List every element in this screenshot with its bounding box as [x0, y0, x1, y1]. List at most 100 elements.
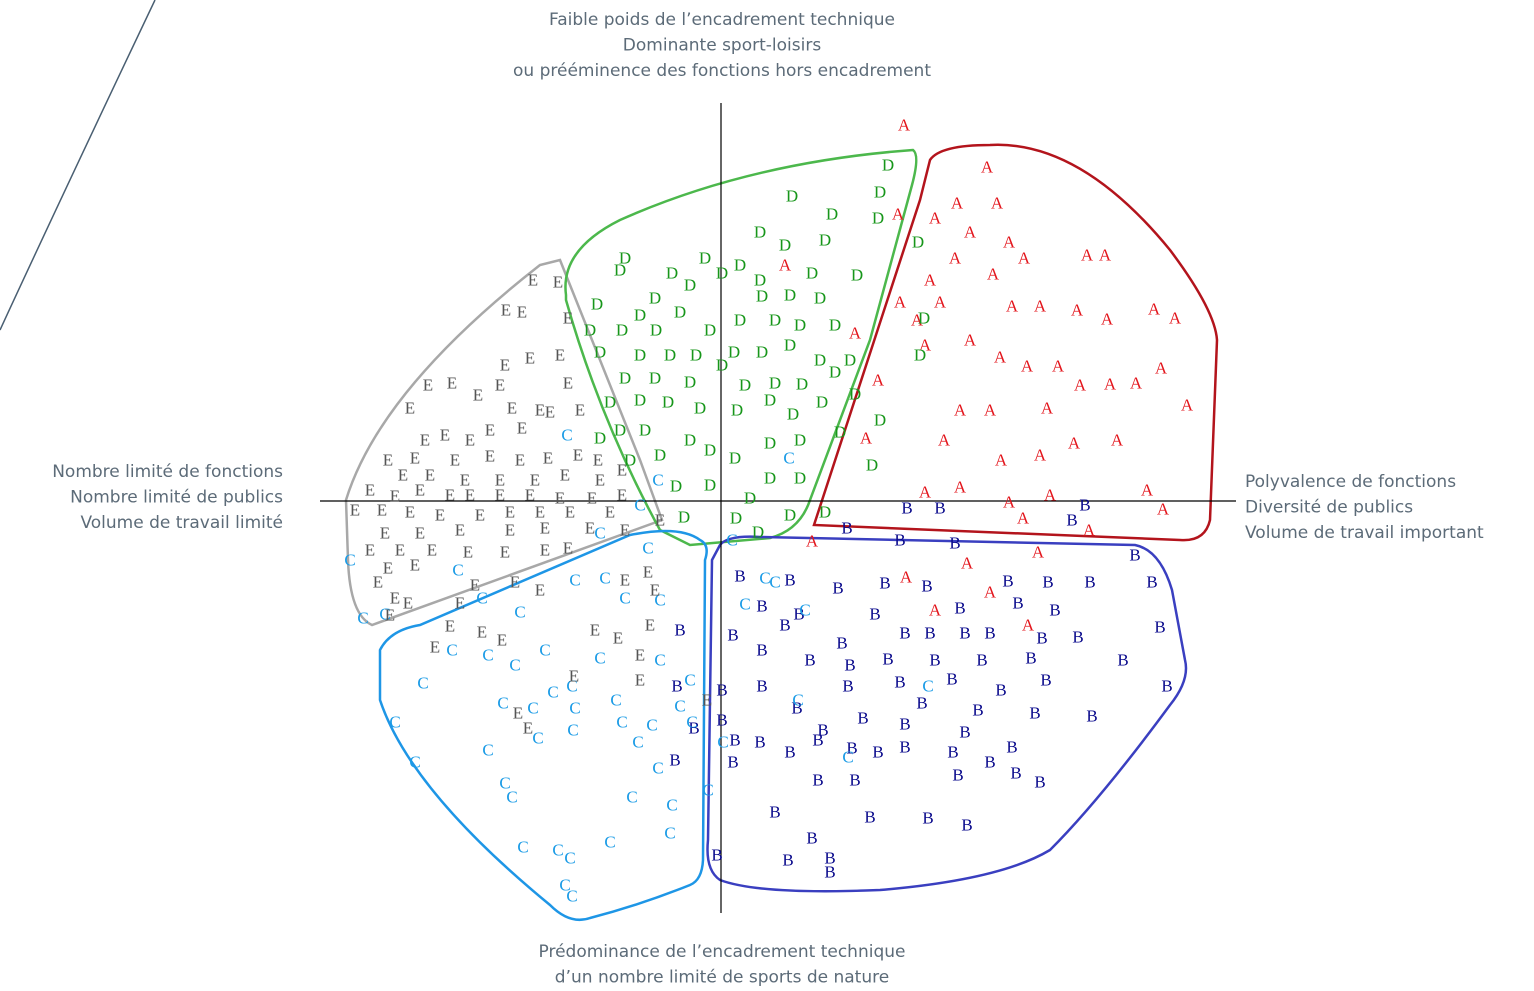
point: A: [1104, 375, 1117, 394]
point: D: [769, 311, 781, 330]
point: E: [555, 489, 565, 508]
point: D: [829, 316, 841, 335]
point: B: [1086, 707, 1097, 726]
point: B: [832, 579, 843, 598]
point: C: [702, 781, 713, 800]
point: E: [617, 486, 627, 505]
point: B: [716, 681, 727, 700]
point: C: [564, 849, 575, 868]
point: C: [514, 603, 525, 622]
point: D: [619, 249, 631, 268]
point: A: [987, 265, 1000, 284]
point: B: [972, 701, 983, 720]
point: B: [1084, 573, 1095, 592]
point: E: [365, 541, 375, 560]
axis-label: d’un nombre limité de sports de nature: [555, 968, 889, 988]
point: D: [754, 223, 766, 242]
point: B: [812, 771, 823, 790]
point: C: [482, 646, 493, 665]
point: E: [455, 594, 465, 613]
point: B: [727, 626, 738, 645]
point: E: [563, 374, 573, 393]
point: D: [834, 423, 846, 442]
point: A: [984, 401, 997, 420]
point: B: [846, 739, 857, 758]
point: A: [1169, 309, 1182, 328]
point: E: [415, 481, 425, 500]
point: E: [655, 511, 665, 530]
point: C: [559, 876, 570, 895]
point: D: [649, 369, 661, 388]
point: B: [1072, 628, 1083, 647]
point: A: [949, 249, 962, 268]
axis-label: Volume de travail important: [1245, 523, 1484, 543]
point: C: [642, 539, 653, 558]
point: D: [670, 477, 682, 496]
point: D: [787, 405, 799, 424]
point: D: [674, 303, 686, 322]
point: E: [475, 506, 485, 525]
point: D: [584, 321, 596, 340]
point: E: [495, 471, 505, 490]
point: D: [664, 346, 676, 365]
point: E: [702, 691, 712, 710]
point: A: [929, 209, 942, 228]
point: A: [994, 348, 1007, 367]
point: D: [872, 209, 884, 228]
point: E: [617, 461, 627, 480]
point: D: [844, 351, 856, 370]
point: D: [624, 451, 636, 470]
point: D: [639, 421, 651, 440]
point: E: [415, 524, 425, 543]
point: C: [517, 838, 528, 857]
point: A: [779, 256, 792, 275]
point: B: [727, 753, 738, 772]
axis-label: Faible poids de l’encadrement technique: [549, 10, 895, 30]
point: E: [540, 519, 550, 538]
point: E: [350, 501, 360, 520]
point: B: [674, 621, 685, 640]
point: B: [872, 743, 883, 762]
point: C: [594, 524, 605, 543]
point: E: [540, 541, 550, 560]
point: A: [1157, 500, 1170, 519]
point: D: [816, 393, 828, 412]
point: B: [824, 863, 835, 882]
point: C: [646, 716, 657, 735]
point: C: [569, 699, 580, 718]
point: A: [898, 116, 911, 135]
point: E: [543, 449, 553, 468]
point: E: [383, 451, 393, 470]
point: C: [527, 699, 538, 718]
point: A: [951, 194, 964, 213]
point: C: [626, 788, 637, 807]
point: A: [1074, 376, 1087, 395]
point: A: [1041, 399, 1054, 418]
point: D: [764, 434, 776, 453]
point: A: [954, 401, 967, 420]
point: D: [731, 401, 743, 420]
point: A: [954, 478, 967, 497]
point: E: [575, 401, 585, 420]
point: A: [1003, 233, 1016, 252]
point: E: [563, 539, 573, 558]
point: A: [1022, 616, 1035, 635]
point: D: [614, 261, 626, 280]
point: B: [842, 677, 853, 696]
point: A: [995, 451, 1008, 470]
point: E: [528, 271, 538, 290]
point: E: [513, 704, 523, 723]
point: E: [477, 623, 487, 642]
point: A: [894, 293, 907, 312]
point: A: [1083, 521, 1096, 540]
point: C: [552, 841, 563, 860]
axis-label: Volume de travail limité: [80, 513, 283, 533]
point: C: [344, 551, 355, 570]
axis-label: Diversité de publics: [1245, 498, 1413, 518]
point: E: [410, 449, 420, 468]
point: A: [1181, 396, 1194, 415]
point: B: [784, 571, 795, 590]
point: A: [919, 336, 932, 355]
point: D: [699, 249, 711, 268]
